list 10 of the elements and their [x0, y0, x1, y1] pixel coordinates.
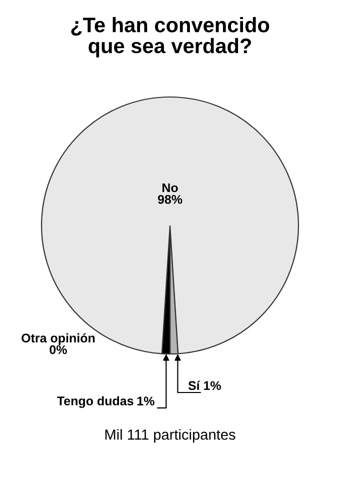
slice-label: No: [162, 183, 178, 192]
slice-label: Tengo dudas: [57, 396, 134, 408]
data-label: 98%: [158, 194, 182, 204]
data-label: 1%: [137, 396, 154, 406]
text: 0%: [50, 345, 67, 354]
category-label: Otra opinión: [22, 333, 95, 345]
text: Mil 111 participantes: [105, 429, 236, 443]
data-label: 1%: [204, 381, 221, 390]
slice-label: Sí: [188, 380, 200, 390]
chart-title: ¿Te han convencido que sea verdad?: [71, 17, 270, 58]
